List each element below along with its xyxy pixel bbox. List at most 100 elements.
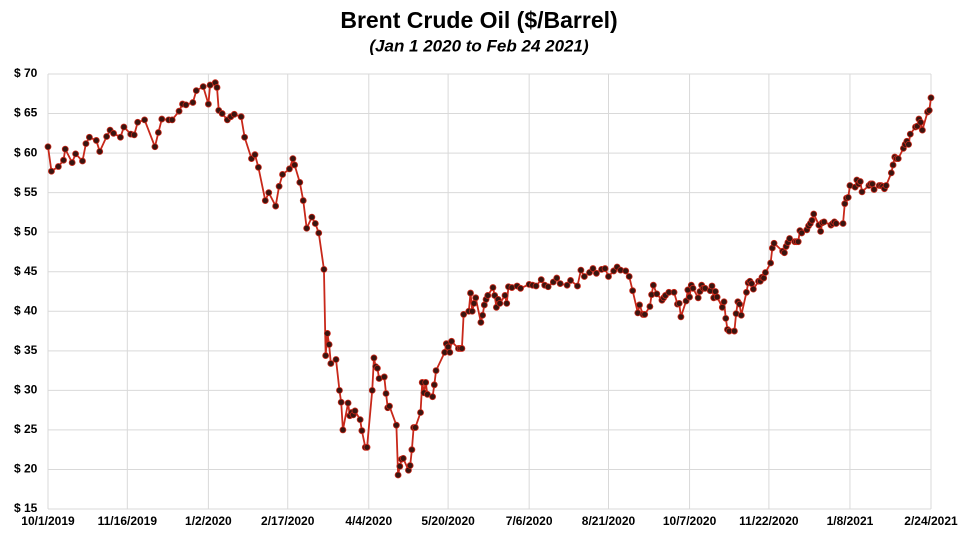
price-point	[808, 216, 816, 224]
y-tick-label: $ 65	[14, 106, 38, 120]
price-point	[532, 282, 540, 290]
price-point	[255, 163, 262, 171]
price-point	[918, 126, 926, 134]
x-tick-label: 8/21/2020	[582, 514, 636, 528]
price-point	[311, 220, 319, 227]
price-point	[646, 303, 654, 310]
price-point	[882, 182, 890, 189]
x-tick-label: 5/20/2020	[421, 514, 475, 528]
price-point	[339, 426, 347, 434]
price-point	[370, 354, 378, 362]
price-point	[134, 118, 142, 126]
price-point	[748, 280, 756, 287]
price-point	[589, 265, 597, 272]
price-point	[887, 169, 895, 177]
price-point	[858, 188, 866, 196]
price-point	[760, 274, 768, 282]
price-point	[917, 118, 925, 126]
price-point	[629, 287, 637, 295]
price-point	[323, 330, 331, 337]
price-point	[275, 182, 283, 190]
price-point	[158, 115, 166, 123]
price-point	[72, 150, 79, 158]
price-point	[320, 265, 328, 273]
price-point	[241, 133, 249, 141]
price-point	[380, 373, 388, 381]
price-point	[501, 292, 509, 299]
price-point	[503, 299, 511, 307]
price-point	[625, 273, 633, 280]
price-point	[906, 130, 914, 138]
price-point	[458, 345, 466, 352]
price-point	[54, 163, 62, 170]
price-point	[605, 273, 612, 280]
price-point	[411, 424, 419, 431]
y-tick-label: $ 40	[14, 303, 38, 317]
price-point	[444, 343, 452, 351]
price-point	[327, 360, 335, 367]
price-point	[417, 409, 424, 416]
y-tick-label: $ 45	[14, 264, 38, 278]
price-point	[358, 427, 366, 435]
price-point	[686, 293, 693, 301]
price-point	[593, 269, 600, 277]
price-point	[467, 289, 474, 297]
price-point	[192, 87, 200, 95]
price-point	[408, 446, 416, 454]
price-point	[622, 267, 630, 275]
price-point	[468, 307, 476, 315]
price-point	[218, 110, 226, 117]
price-line	[47, 81, 932, 476]
price-point	[406, 462, 414, 469]
price-point	[489, 284, 497, 291]
price-point	[120, 123, 128, 131]
price-point	[213, 84, 221, 91]
price-point	[810, 210, 818, 218]
price-point	[92, 137, 100, 144]
price-point	[770, 239, 778, 247]
price-point	[868, 180, 876, 188]
price-point	[767, 259, 775, 267]
price-point	[537, 276, 545, 284]
price-point	[117, 133, 124, 141]
price-point	[308, 213, 316, 221]
price-point	[289, 155, 297, 163]
price-point	[580, 273, 588, 280]
x-tick-label: 10/7/2020	[663, 514, 717, 528]
price-point	[151, 143, 159, 151]
price-point	[386, 402, 393, 410]
price-point	[296, 178, 304, 186]
price-point	[44, 143, 52, 151]
price-point	[844, 193, 852, 201]
price-point	[544, 283, 552, 291]
price-point	[517, 284, 524, 292]
price-point	[322, 352, 330, 359]
price-point	[553, 274, 561, 282]
y-tick-label: $ 50	[14, 224, 38, 238]
price-point	[636, 301, 643, 309]
price-point	[265, 189, 273, 197]
price-point	[839, 220, 847, 227]
price-point	[448, 337, 455, 345]
y-tick-label: $ 15	[14, 501, 38, 515]
price-point	[641, 311, 649, 318]
price-point	[79, 157, 86, 165]
price-point	[856, 178, 864, 185]
price-point	[48, 167, 55, 175]
y-tick-label: $ 60	[14, 145, 38, 159]
price-point	[722, 314, 730, 322]
price-point	[199, 83, 207, 91]
price-point	[141, 116, 148, 124]
price-point	[82, 140, 90, 148]
price-point	[396, 462, 404, 470]
x-tick-label: 11/16/2019	[98, 514, 158, 528]
price-point	[577, 266, 585, 274]
price-point	[374, 364, 381, 372]
price-point	[925, 106, 933, 114]
price-point	[103, 133, 111, 140]
price-point	[460, 311, 468, 318]
price-point	[422, 379, 430, 386]
chart-title: Brent Crude Oil ($/Barrel)	[340, 7, 617, 33]
price-point	[601, 265, 609, 272]
price-point	[382, 390, 390, 397]
